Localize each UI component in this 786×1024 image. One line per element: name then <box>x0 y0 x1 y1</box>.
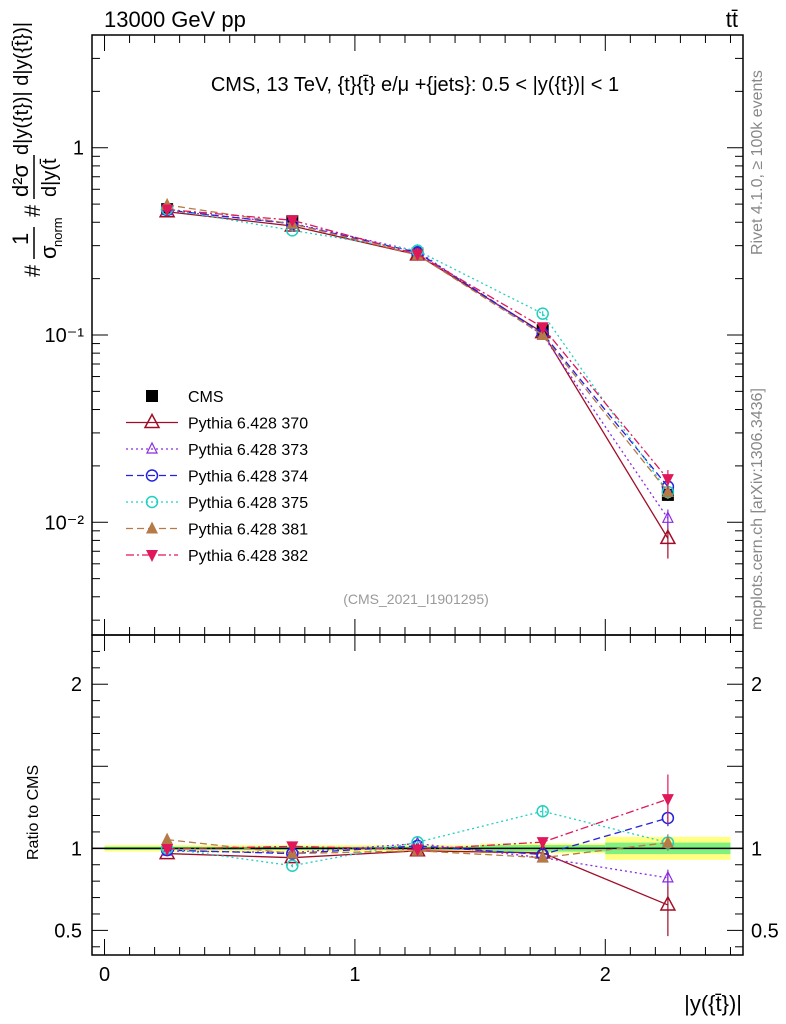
ratio-series-pythia-6-428-370 <box>158 841 677 937</box>
ratio-point <box>536 804 549 818</box>
legend-label: CMS <box>188 389 224 406</box>
mcplots-label: mcplots.cern.ch [arXiv:1306.3436] <box>749 388 766 630</box>
ratio-axes: 0.5 0.5 1 1 2 2 0 1 2 <box>54 635 779 986</box>
data-point <box>659 528 677 545</box>
legend-marker <box>145 469 159 482</box>
ratio-ytick-label-left: 2 <box>71 674 82 696</box>
ratio-series-line <box>167 817 669 856</box>
main-axes: 10⁻² 10⁻¹ 1 <box>45 34 743 635</box>
legend-entry: CMS <box>146 389 224 406</box>
main-y-label: # 1 σ norm # d²σ d|y(t̄ d|y({t})| d|y({t… <box>8 22 65 277</box>
ratio-series <box>158 774 677 937</box>
main-frame <box>91 34 744 636</box>
ratio-ytick-label-left: 1 <box>71 838 82 860</box>
legend-entry: Pythia 6.428 375 <box>126 495 308 512</box>
ratio-series-line <box>167 838 668 859</box>
data-point <box>536 322 549 335</box>
ratio-point <box>661 835 674 848</box>
ratio-series-line <box>167 798 669 851</box>
ylabel-norm: norm <box>50 217 65 247</box>
data-point <box>286 215 299 228</box>
legend-label: Pythia 6.428 381 <box>188 522 308 539</box>
ratio-ytick-label-right: 0.5 <box>751 920 779 942</box>
xtick-label: 1 <box>349 964 360 986</box>
frames <box>91 34 744 956</box>
ratio-point <box>659 895 677 911</box>
chart-title: CMS, 13 TeV, {t}{t̄} e/μ +{jets}: 0.5 < … <box>211 74 619 96</box>
ylabel-sigma: σ <box>36 245 61 259</box>
main-series <box>158 197 677 559</box>
ylabel-one: 1 <box>8 233 33 245</box>
legend-marker <box>146 521 158 534</box>
legend: CMS Pythia 6.428 370 Pythia 6.428 373 Pythi… <box>126 389 308 565</box>
legend-entry: Pythia 6.428 373 <box>126 441 308 459</box>
ratio-ytick-label-left: 0.5 <box>54 920 82 942</box>
ylabel-hash1: # <box>20 264 45 277</box>
legend-entry: Pythia 6.428 370 <box>126 412 308 433</box>
main-ytick-label: 10⁻¹ <box>45 325 85 347</box>
ratio-y-label: Ratio to CMS <box>25 765 42 860</box>
legend-entry: Pythia 6.428 381 <box>126 521 308 539</box>
series-line <box>167 208 669 480</box>
ratio-point <box>286 859 299 872</box>
ratio-series-line <box>167 810 669 867</box>
data-point <box>536 307 549 320</box>
legend-marker <box>145 495 159 509</box>
ratio-series-pythia-6-428-382 <box>161 774 674 857</box>
ratio-point <box>536 850 549 863</box>
data-point <box>661 474 674 487</box>
data-point <box>661 485 674 498</box>
legend-label: Pythia 6.428 373 <box>188 442 308 459</box>
data-point <box>161 204 174 217</box>
xtick-label: 0 <box>99 964 110 986</box>
ylabel-hash2: # <box>20 204 45 217</box>
ratio-point <box>536 837 549 850</box>
ratio-point <box>661 870 674 883</box>
analysis-watermark: (CMS_2021_I1901295) <box>343 591 489 607</box>
ratio-point <box>286 841 299 854</box>
main-ytick-label: 1 <box>73 138 84 160</box>
ratio-point <box>161 832 174 845</box>
ylabel-denom-top: d|y({t})| d|y({t̄})| <box>11 22 33 155</box>
ratio-frame <box>91 634 744 956</box>
ratio-ytick-label-right: 1 <box>751 838 762 860</box>
xtick-label: 2 <box>600 964 611 986</box>
legend-marker <box>143 412 161 429</box>
data-point <box>411 249 424 262</box>
ylabel-num: d²σ <box>8 163 33 197</box>
legend-entry: Pythia 6.428 374 <box>126 469 308 486</box>
legend-marker <box>146 550 158 562</box>
legend-label: Pythia 6.428 370 <box>188 416 308 433</box>
ratio-point <box>161 843 174 856</box>
x-axis-label: |y({t̄})| <box>684 991 742 1016</box>
process-label: tt̄ <box>726 7 738 32</box>
legend-label: Pythia 6.428 375 <box>188 495 308 512</box>
ratio-point <box>661 794 674 807</box>
series-line <box>167 208 669 493</box>
legend-label: Pythia 6.428 382 <box>188 548 308 565</box>
legend-label: Pythia 6.428 374 <box>188 469 308 486</box>
ratio-ytick-label-right: 2 <box>751 674 762 696</box>
legend-marker <box>146 441 158 454</box>
rivet-label: Rivet 4.1.0, ≥ 100k events <box>749 70 766 255</box>
ratio-point <box>411 844 424 857</box>
data-point <box>661 510 674 523</box>
ylabel-denom: d|y(t̄ <box>39 158 61 197</box>
legend-marker <box>146 390 158 402</box>
energy-label: 13000 GeV pp <box>104 7 246 32</box>
series-pythia-6-428-382 <box>161 204 674 490</box>
main-ytick-label: 10⁻² <box>45 512 85 534</box>
legend-entry: Pythia 6.428 382 <box>126 548 308 565</box>
